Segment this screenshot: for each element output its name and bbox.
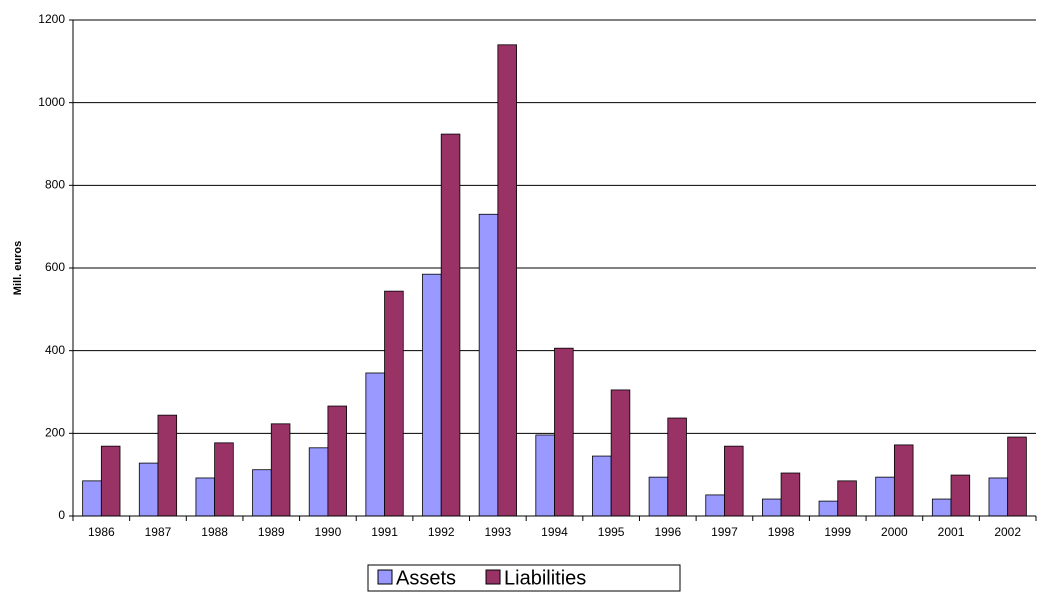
legend-label: Assets xyxy=(396,567,456,589)
x-tick-label: 1991 xyxy=(371,525,398,539)
bar xyxy=(1007,436,1027,517)
legend-swatch xyxy=(485,569,501,585)
bar xyxy=(82,480,102,517)
y-tick-label: 1000 xyxy=(38,95,65,109)
bar xyxy=(893,444,914,517)
bar xyxy=(818,500,839,517)
bar xyxy=(535,434,555,517)
x-tick-label: 1992 xyxy=(428,525,455,539)
x-tick-label: 1987 xyxy=(145,525,172,539)
bar xyxy=(554,347,574,517)
bar xyxy=(252,469,272,517)
x-tick-label: 1997 xyxy=(711,525,738,539)
y-tick-label: 0 xyxy=(58,508,65,522)
x-tick-label: 1995 xyxy=(598,525,625,539)
bar xyxy=(195,477,216,517)
bar xyxy=(327,405,348,517)
x-tick-label: 2000 xyxy=(881,525,908,539)
bar xyxy=(667,417,687,517)
x-tick-label: 2001 xyxy=(938,525,965,539)
y-tick-label: 200 xyxy=(45,426,65,440)
x-tick-label: 2002 xyxy=(994,525,1021,539)
bar xyxy=(497,44,517,517)
y-tick-label: 800 xyxy=(45,178,65,192)
x-tick-label: 1998 xyxy=(768,525,795,539)
bar xyxy=(950,474,971,517)
y-axis-label: Mill. euros xyxy=(12,241,24,295)
legend-box xyxy=(367,564,681,592)
bar xyxy=(440,133,461,517)
bar xyxy=(705,494,725,517)
bar xyxy=(365,372,385,517)
bar xyxy=(308,447,329,517)
bar xyxy=(610,389,631,517)
bar xyxy=(780,472,801,517)
x-tick-label: 1996 xyxy=(654,525,681,539)
x-tick-label: 1999 xyxy=(824,525,851,539)
legend-swatch xyxy=(377,569,393,585)
bar xyxy=(761,498,782,517)
legend-label: Liabilities xyxy=(504,567,586,589)
x-tick-label: 1990 xyxy=(315,525,342,539)
bar xyxy=(157,414,178,517)
bar xyxy=(478,213,499,517)
legend: Assets Liabilities xyxy=(367,564,681,592)
bar xyxy=(214,442,234,517)
y-tick-label: 1200 xyxy=(38,12,65,26)
bar xyxy=(592,455,612,517)
x-tick-label: 1989 xyxy=(258,525,285,539)
bar xyxy=(100,445,121,517)
y-tick-label: 400 xyxy=(45,343,65,357)
bar xyxy=(875,476,895,517)
bar xyxy=(384,290,404,517)
bar xyxy=(138,462,159,517)
x-tick-label: 1988 xyxy=(201,525,228,539)
bar xyxy=(724,445,744,517)
x-tick-label: 1993 xyxy=(485,525,512,539)
bar xyxy=(931,498,952,517)
bar xyxy=(270,423,291,517)
bar xyxy=(837,480,857,517)
x-tick-label: 1986 xyxy=(88,525,115,539)
y-tick-label: 600 xyxy=(45,260,65,274)
x-tick-label: 1994 xyxy=(541,525,568,539)
bar xyxy=(988,477,1009,517)
bar xyxy=(422,273,442,517)
bar xyxy=(648,476,669,517)
